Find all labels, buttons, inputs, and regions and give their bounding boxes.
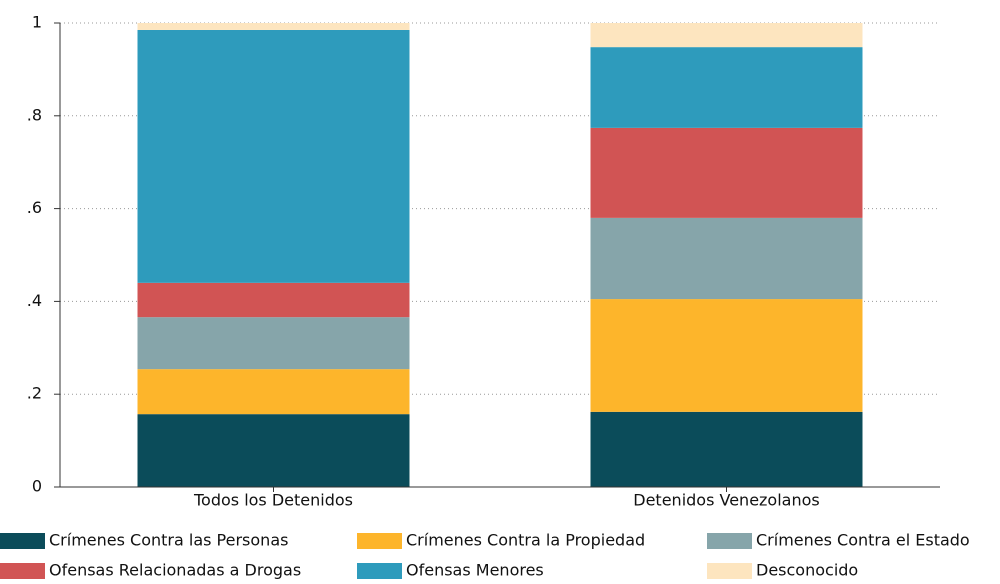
bar-segment — [137, 414, 410, 487]
legend-swatch — [0, 563, 45, 579]
bar-segment — [590, 299, 863, 412]
legend-label: Ofensas Relacionadas a Drogas — [49, 561, 301, 580]
bar-segment — [590, 47, 863, 128]
legend-label: Crímenes Contra la Propiedad — [406, 531, 645, 550]
legend-label: Crímenes Contra las Personas — [49, 531, 288, 550]
x-tick-label: Detenidos Venezolanos — [633, 491, 819, 510]
y-tick-label: .8 — [27, 105, 42, 124]
legend-swatch — [0, 533, 45, 549]
legend-swatch — [707, 533, 752, 549]
bar-segment — [590, 23, 863, 48]
x-tick-label: Todos los Detenidos — [193, 491, 353, 510]
y-tick-label: .4 — [27, 291, 42, 310]
legend-swatch — [357, 563, 402, 579]
bar-segment — [590, 217, 863, 300]
bar-segment — [137, 29, 410, 283]
bar-segment — [137, 317, 410, 370]
bar-segment — [590, 127, 863, 218]
legend-label: Ofensas Menores — [406, 561, 544, 580]
bar-segment — [137, 23, 410, 30]
bar-segment — [137, 369, 410, 415]
legend-swatch — [707, 563, 752, 579]
legend-label: Crímenes Contra el Estado — [756, 531, 970, 550]
bar-segment — [137, 282, 410, 318]
y-tick-label: .6 — [27, 198, 42, 217]
bar-segment — [590, 411, 863, 487]
y-tick-label: .2 — [27, 384, 42, 403]
y-tick-label: 1 — [32, 13, 42, 32]
y-tick-label: 0 — [32, 477, 42, 496]
legend-swatch — [357, 533, 402, 549]
legend-label: Desconocido — [756, 561, 858, 580]
